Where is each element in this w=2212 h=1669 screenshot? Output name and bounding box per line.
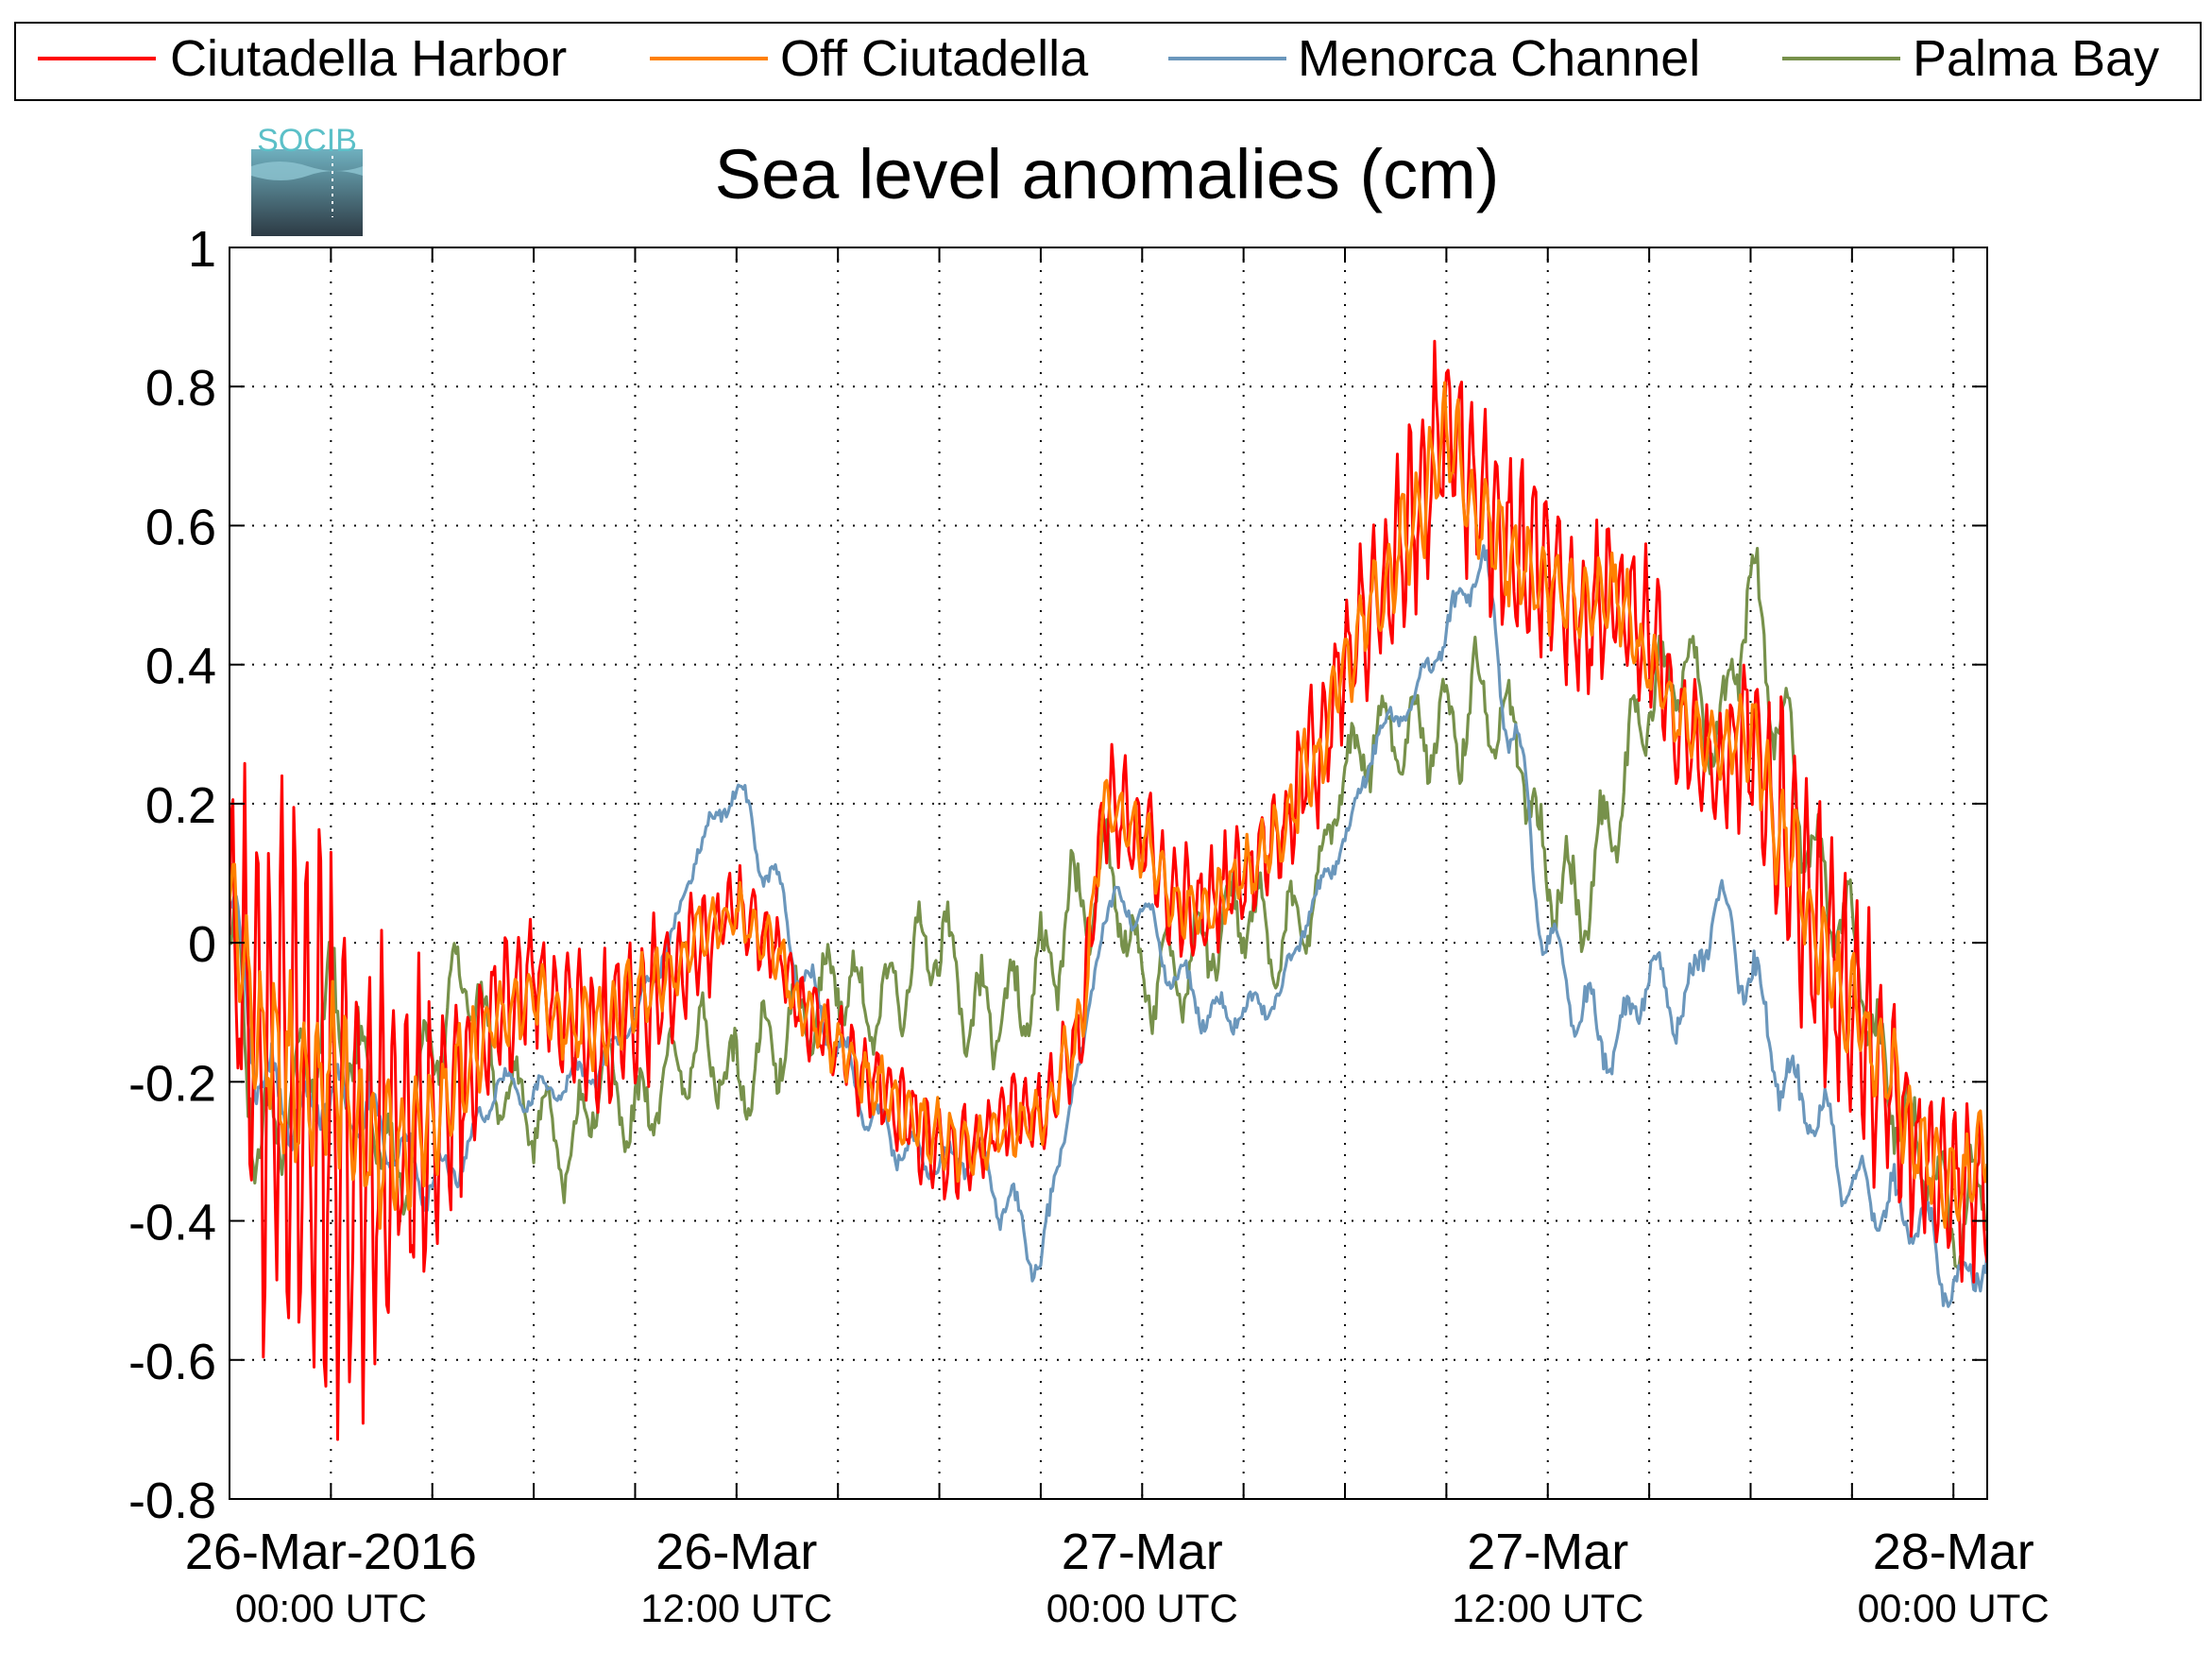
y-axis-tick-labels: -0.8 -0.6 -0.4 -0.2 0 0.2 0.4 0.6 0.8 1 [128,221,216,1529]
y-tick-label: -0.8 [128,1473,216,1529]
socib-logo-text: SOCIB [257,123,357,159]
axis-ticks [229,247,1987,1500]
y-tick-label: 0.4 [145,639,216,695]
grid [229,247,1987,1500]
y-tick-label: -0.4 [128,1195,216,1252]
legend-item-palma-bay: Palma Bay [1782,30,2159,87]
x-tick-label-time: 00:00 UTC [1046,1586,1238,1630]
plot-area [230,247,1987,1499]
x-tick-label-date: 28-Mar [1873,1524,2034,1580]
legend-item-menorca-channel: Menorca Channel [1168,30,1700,87]
legend-label-palma-bay: Palma Bay [1913,30,2159,87]
y-tick-label: 1 [188,221,216,278]
plot-frame [229,247,1988,1500]
socib-logo-icon: SOCIB [251,123,363,236]
y-tick-label: 0.6 [145,499,216,555]
x-tick-label-time: 00:00 UTC [235,1586,427,1630]
x-tick-label-time: 12:00 UTC [640,1586,832,1630]
y-tick-label: 0 [188,916,216,973]
series-line-menorca-channel [230,544,1987,1308]
legend-item-off-ciutadella: Off Ciutadella [650,30,1089,87]
y-tick-label: 0.8 [145,360,216,417]
x-tick-label-time: 00:00 UTC [1858,1586,2050,1630]
x-tick-label-date: 26-Mar-2016 [185,1524,477,1580]
y-tick-label: 0.2 [145,777,216,834]
x-axis-tick-labels: 26-Mar-2016 00:00 UTC 26-Mar 12:00 UTC 27-Ma… [185,1524,2050,1630]
y-tick-label: -0.2 [128,1055,216,1112]
legend-label-ciutadella-harbor: Ciutadella Harbor [170,30,567,87]
chart-title: Sea level anomalies (cm) [715,135,1500,213]
legend: Ciutadella Harbor Off Ciutadella Menorca… [14,22,2202,101]
legend-label-menorca-channel: Menorca Channel [1298,30,1700,87]
x-tick-label-date: 27-Mar [1467,1524,1628,1580]
y-tick-label: -0.6 [128,1334,216,1390]
x-tick-label-date: 27-Mar [1062,1524,1223,1580]
legend-item-ciutadella-harbor: Ciutadella Harbor [38,30,567,87]
series-line-off-ciutadella [230,381,1987,1230]
series-layer [230,339,1987,1441]
x-tick-label-date: 26-Mar [655,1524,817,1580]
legend-label-off-ciutadella: Off Ciutadella [780,30,1089,87]
x-tick-label-time: 12:00 UTC [1452,1586,1643,1630]
